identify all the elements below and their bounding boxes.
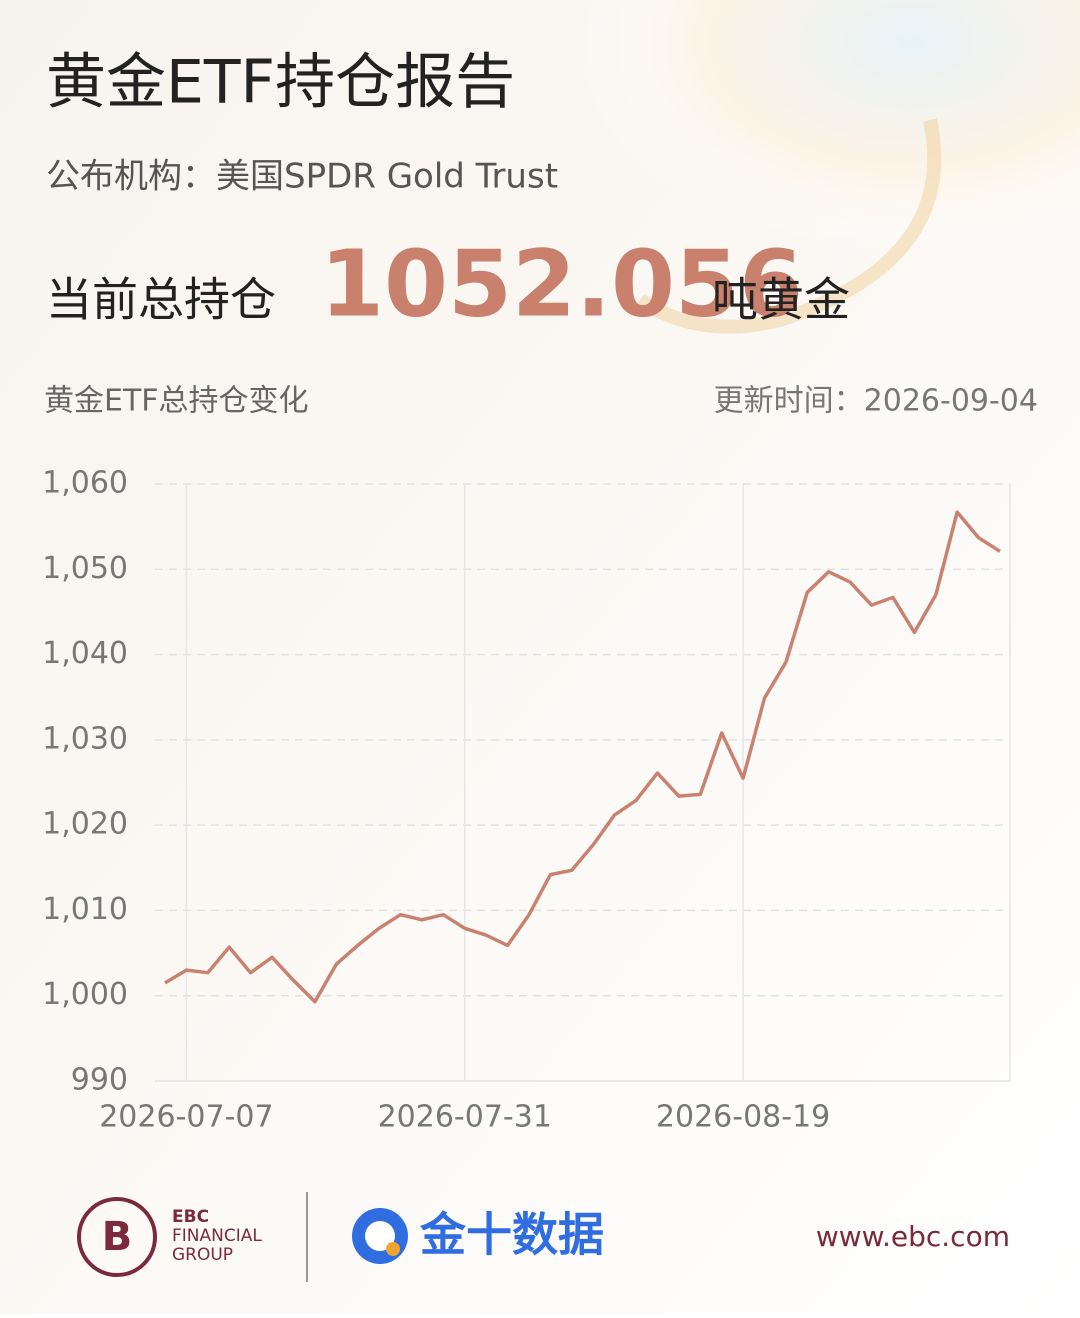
y-tick-label: 990 <box>71 1063 128 1098</box>
chart-title: 黄金ETF总持仓变化 <box>44 384 309 419</box>
ebc-text: GROUP <box>172 1245 233 1265</box>
total-unit: 吨黄金 <box>712 273 850 327</box>
ebc-logo-ring <box>77 1197 157 1277</box>
update-time: 更新时间：2026-09-04 <box>714 384 1038 419</box>
y-tick-label: 1,000 <box>42 977 128 1012</box>
y-tick-label: 1,060 <box>42 466 128 501</box>
y-tick-label: 1,010 <box>42 892 128 927</box>
data-line <box>164 510 1001 1004</box>
y-tick-label: 1,020 <box>42 807 128 842</box>
jin10-icon-dot <box>386 1242 400 1256</box>
x-tick-label: 2026-07-31 <box>378 1100 552 1135</box>
ebc-text: EBC <box>172 1207 209 1227</box>
ebc-text: FINANCIAL <box>172 1226 262 1246</box>
decor-swirl <box>636 118 942 334</box>
jin10-icon-inner <box>365 1221 395 1251</box>
background-glow <box>400 0 1080 420</box>
y-tick-label: 1,040 <box>42 636 128 671</box>
publisher: 公布机构：美国SPDR Gold Trust <box>46 157 558 197</box>
total-value: 1052.056 <box>320 230 803 337</box>
y-tick-label: 1,030 <box>42 721 128 756</box>
y-tick-label: 1,050 <box>42 551 128 586</box>
website: www.ebc.com <box>816 1220 1010 1253</box>
x-tick-label: 2026-07-07 <box>99 1100 273 1135</box>
ebc-logo-mark: B <box>102 1214 133 1260</box>
total-label: 当前总持仓 <box>46 273 276 327</box>
ebc-logo: B EBC FINANCIAL GROUP <box>77 1197 262 1277</box>
title: 黄金ETF持仓报告 <box>46 48 515 118</box>
jin10-text: 金十数据 <box>419 1208 604 1262</box>
jin10-logo: 金十数据 <box>352 1208 604 1264</box>
x-tick-label: 2026-08-19 <box>656 1100 830 1135</box>
